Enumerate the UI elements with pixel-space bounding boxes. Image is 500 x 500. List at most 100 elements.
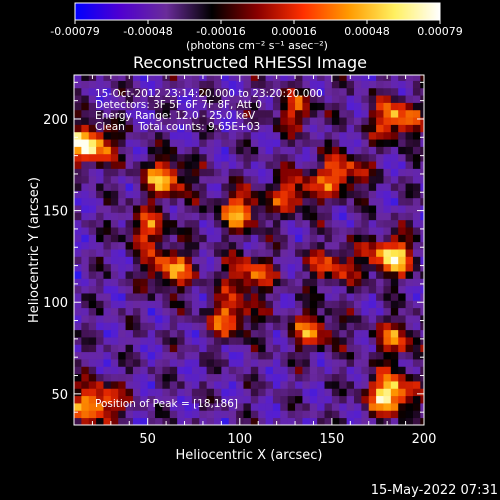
heatmap-cell: [280, 175, 289, 184]
heatmap-cell: [236, 95, 244, 103]
heatmap-cell: [258, 241, 266, 250]
heatmap-cell: [339, 190, 348, 199]
heatmap-cell: [390, 139, 399, 147]
colorbar-tick-label: 0.00048: [344, 25, 390, 38]
heatmap-cell: [324, 212, 333, 221]
heatmap-cell: [405, 285, 414, 294]
heatmap-cell: [125, 366, 134, 375]
heatmap-cell: [383, 388, 392, 397]
heatmap-cell: [110, 351, 119, 360]
heatmap-cell: [287, 183, 296, 191]
heatmap-cell: [250, 329, 259, 338]
heatmap-cell: [280, 315, 289, 323]
heatmap-cell: [390, 131, 399, 140]
heatmap-cell: [147, 234, 156, 243]
heatmap-cell: [258, 124, 266, 133]
heatmap-cell: [199, 366, 208, 375]
heatmap-cell: [376, 205, 384, 213]
heatmap-cell: [177, 410, 185, 419]
heatmap-cell: [125, 307, 134, 316]
heatmap-cell: [88, 300, 97, 309]
heatmap-cell: [258, 139, 266, 147]
heatmap-cell: [390, 75, 399, 81]
heatmap-cell: [361, 278, 370, 287]
heatmap-cell: [309, 109, 318, 118]
heatmap-cell: [184, 234, 193, 243]
heatmap-cell: [265, 124, 274, 133]
heatmap-cell: [398, 75, 406, 81]
heatmap-cell: [302, 146, 311, 155]
heatmap-cell: [110, 410, 119, 419]
heatmap-cell: [221, 205, 230, 213]
heatmap-cell: [317, 263, 325, 272]
heatmap-cell: [383, 359, 392, 367]
heatmap-cell: [317, 388, 325, 397]
heatmap-cell: [169, 417, 178, 425]
heatmap-cell: [361, 212, 370, 221]
heatmap-cell: [214, 131, 222, 140]
heatmap-cell: [169, 285, 178, 294]
heatmap-cell: [88, 153, 97, 162]
heatmap-cell: [383, 131, 392, 140]
heatmap-cell: [74, 322, 82, 331]
heatmap-cell: [398, 344, 406, 353]
heatmap-cell: [339, 285, 348, 294]
heatmap-cell: [405, 417, 414, 425]
heatmap-cell: [125, 117, 134, 125]
heatmap-cell: [110, 315, 119, 323]
heatmap-cell: [110, 95, 119, 103]
heatmap-cell: [309, 205, 318, 213]
heatmap-cell: [103, 293, 112, 301]
heatmap-cell: [331, 395, 340, 404]
heatmap-cell: [302, 227, 311, 235]
heatmap-cell: [110, 234, 119, 243]
heatmap-cell: [368, 80, 377, 89]
heatmap-cell: [103, 329, 112, 338]
heatmap-cell: [103, 344, 112, 353]
heatmap-cell: [368, 329, 377, 338]
heatmap-cell: [243, 278, 252, 287]
heatmap-cell: [309, 139, 318, 147]
heatmap-cell: [177, 395, 185, 404]
heatmap-cell: [272, 190, 281, 199]
heatmap-cell: [243, 359, 252, 367]
heatmap-cell: [184, 139, 193, 147]
heatmap-cell: [155, 293, 163, 301]
heatmap-cell: [383, 95, 392, 103]
heatmap-cell: [412, 410, 421, 419]
heatmap-cell: [125, 271, 134, 279]
heatmap-cell: [169, 219, 178, 228]
heatmap-cell: [177, 373, 185, 382]
heatmap-cell: [361, 146, 370, 155]
heatmap-cell: [147, 161, 156, 169]
heatmap-cell: [272, 256, 281, 265]
heatmap-cell: [118, 197, 126, 206]
heatmap-cell: [420, 381, 424, 389]
heatmap-cell: [339, 234, 348, 243]
heatmap-cell: [177, 271, 185, 279]
heatmap-cell: [398, 227, 406, 235]
heatmap-cell: [110, 212, 119, 221]
heatmap-cell: [184, 183, 193, 191]
heatmap-cell: [74, 329, 82, 338]
heatmap-cell: [96, 395, 104, 404]
heatmap-cell: [405, 75, 414, 81]
heatmap-cell: [272, 403, 281, 411]
heatmap-cell: [162, 373, 171, 382]
heatmap-cell: [199, 95, 208, 103]
heatmap-cell: [346, 381, 355, 389]
heatmap-cell: [287, 227, 296, 235]
heatmap-cell: [368, 351, 377, 360]
heatmap-cell: [309, 249, 318, 257]
heatmap-cell: [96, 307, 104, 316]
heatmap-cell: [228, 307, 237, 316]
heatmap-cell: [169, 307, 178, 316]
heatmap-cell: [420, 168, 424, 177]
heatmap-cell: [354, 197, 362, 206]
heatmap-cell: [295, 212, 303, 221]
heatmap-cell: [302, 95, 311, 103]
heatmap-cell: [354, 329, 362, 338]
heatmap-cell: [354, 366, 362, 375]
heatmap-cell: [302, 315, 311, 323]
heatmap-cell: [346, 124, 355, 133]
